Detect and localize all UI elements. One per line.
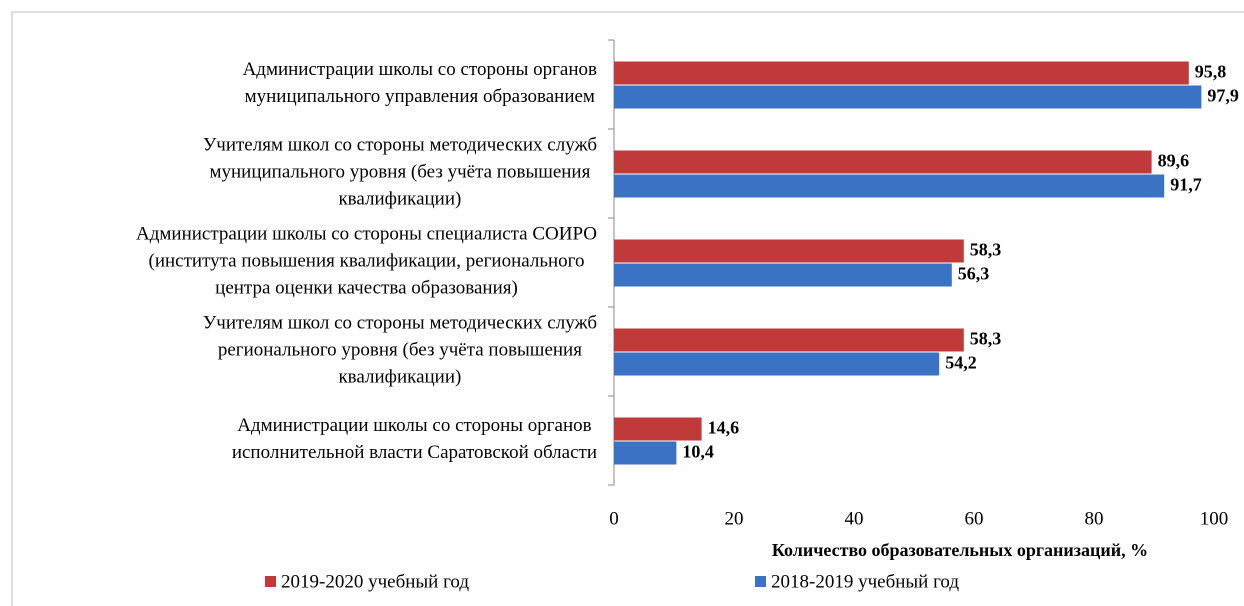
legend-label: 2018-2019 учебный год <box>771 571 959 592</box>
x-tick-label: 20 <box>725 508 744 529</box>
value-label: 56,3 <box>958 264 990 284</box>
category-label: Администрации школы со стороны специалис… <box>136 224 597 299</box>
bar <box>614 441 677 465</box>
value-label: 95,8 <box>1195 62 1227 82</box>
chart-frame <box>11 11 1244 606</box>
x-tick-label: 100 <box>1200 508 1229 529</box>
value-label: 10,4 <box>682 442 714 462</box>
bar <box>614 150 1152 174</box>
x-tick-label: 60 <box>965 508 984 529</box>
x-tick-label: 0 <box>609 508 619 529</box>
category-label: Администрации школы со стороны органов ис… <box>232 415 597 463</box>
legend-swatch <box>265 576 276 587</box>
legend-label: 2019-2020 учебный год <box>281 571 469 592</box>
value-label: 14,6 <box>708 418 740 438</box>
value-label: 58,3 <box>970 329 1002 349</box>
value-label: 58,3 <box>970 240 1002 260</box>
category-label: Учителям школ со стороны методических сл… <box>203 135 597 210</box>
x-axis-label: Количество образовательных организаций, … <box>772 540 1148 560</box>
bar <box>614 352 940 376</box>
bar <box>614 85 1202 109</box>
bar <box>614 239 964 263</box>
value-label: 54,2 <box>945 353 977 373</box>
bar <box>614 263 952 287</box>
bar <box>614 174 1165 198</box>
legend-swatch <box>755 576 766 587</box>
category-label: Учителям школ со стороны методических сл… <box>203 313 597 388</box>
bar <box>614 328 964 352</box>
x-tick-label: 40 <box>845 508 864 529</box>
bar <box>614 417 702 441</box>
x-tick-label: 80 <box>1085 508 1104 529</box>
bar <box>614 61 1189 85</box>
category-label: Администрации школы со стороны органов му… <box>243 59 597 107</box>
value-label: 91,7 <box>1170 175 1202 195</box>
value-label: 97,9 <box>1207 86 1239 106</box>
value-label: 89,6 <box>1158 151 1190 171</box>
